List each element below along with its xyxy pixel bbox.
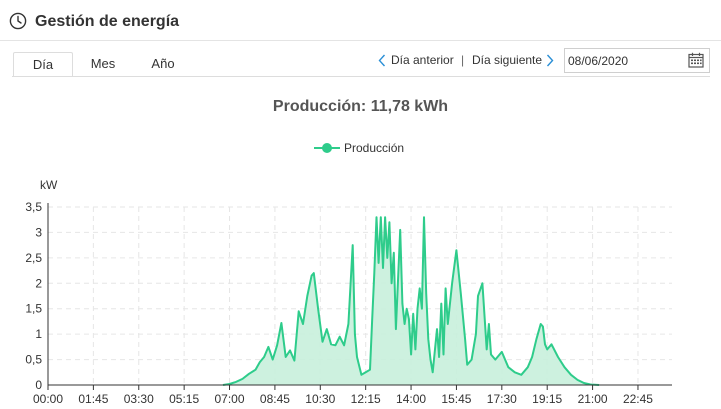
y-tick-label: 2: [35, 276, 42, 290]
tab-mes[interactable]: Mes: [90, 56, 116, 71]
axes: [47, 203, 672, 390]
x-tick-label: 21:00: [578, 392, 608, 406]
tab-ano[interactable]: Año: [151, 56, 175, 71]
x-tick-label: 17:30: [487, 392, 517, 406]
x-tick-label: 12:15: [351, 392, 381, 406]
x-tick-label: 10:30: [305, 392, 335, 406]
x-tick-label: 15:45: [441, 392, 471, 406]
chevron-right-icon[interactable]: [546, 54, 554, 67]
x-tick-label: 07:00: [215, 392, 245, 406]
page-title: Gestión de energía: [35, 13, 180, 30]
x-tick-label: 05:15: [169, 392, 199, 406]
chevron-left-icon[interactable]: [378, 54, 386, 67]
next-day-link[interactable]: Día siguiente: [472, 53, 543, 67]
x-tick-label: 03:30: [124, 392, 154, 406]
y-tick-label: 2,5: [25, 251, 42, 265]
production-line: [222, 216, 600, 386]
x-tick-labels: 00:00 01:45 03:30 05:15 07:00 08:45 10:30 12:15…: [33, 392, 653, 406]
y-tick-label: 0,5: [25, 353, 42, 367]
y-tick-label: 1: [35, 327, 42, 341]
y-tick-label: 3: [35, 225, 42, 239]
production-area: [223, 217, 600, 385]
date-input[interactable]: [564, 48, 710, 73]
y-tick-label: 1,5: [25, 302, 42, 316]
chart-title: Producción: 11,78 kWh: [272, 98, 449, 115]
tab-divider: [12, 76, 710, 77]
y-tick-label: 0: [35, 378, 42, 392]
y-tick-labels: 0 0,5 1 1,5 2 2,5 3 3,5: [25, 200, 42, 392]
legend-label[interactable]: Producción: [344, 141, 405, 155]
nav-separator: |: [461, 53, 465, 67]
x-tick-label: 00:00: [33, 392, 63, 406]
previous-day-link[interactable]: Día anterior: [391, 53, 454, 67]
grid-lines: [48, 206, 672, 385]
y-tick-label: 3,5: [25, 200, 42, 214]
panel-header: Gestión de energía: [0, 0, 721, 41]
x-tick-label: 19:15: [532, 392, 562, 406]
legend-marker[interactable]: [314, 140, 340, 156]
calendar-icon[interactable]: [688, 52, 704, 68]
x-tick-label: 08:45: [260, 392, 290, 406]
x-tick-label: 22:45: [623, 392, 653, 406]
tab-dia[interactable]: Día: [13, 52, 73, 77]
production-chart: kW 0 0,5 1 1,5 2 2,5 3 3,5 00:00 01:45 03:30 05:15…: [25, 178, 672, 406]
y-axis-label: kW: [40, 178, 58, 192]
x-tick-label: 01:45: [78, 392, 108, 406]
x-tick-label: 14:00: [396, 392, 426, 406]
clock-icon: [9, 12, 27, 30]
